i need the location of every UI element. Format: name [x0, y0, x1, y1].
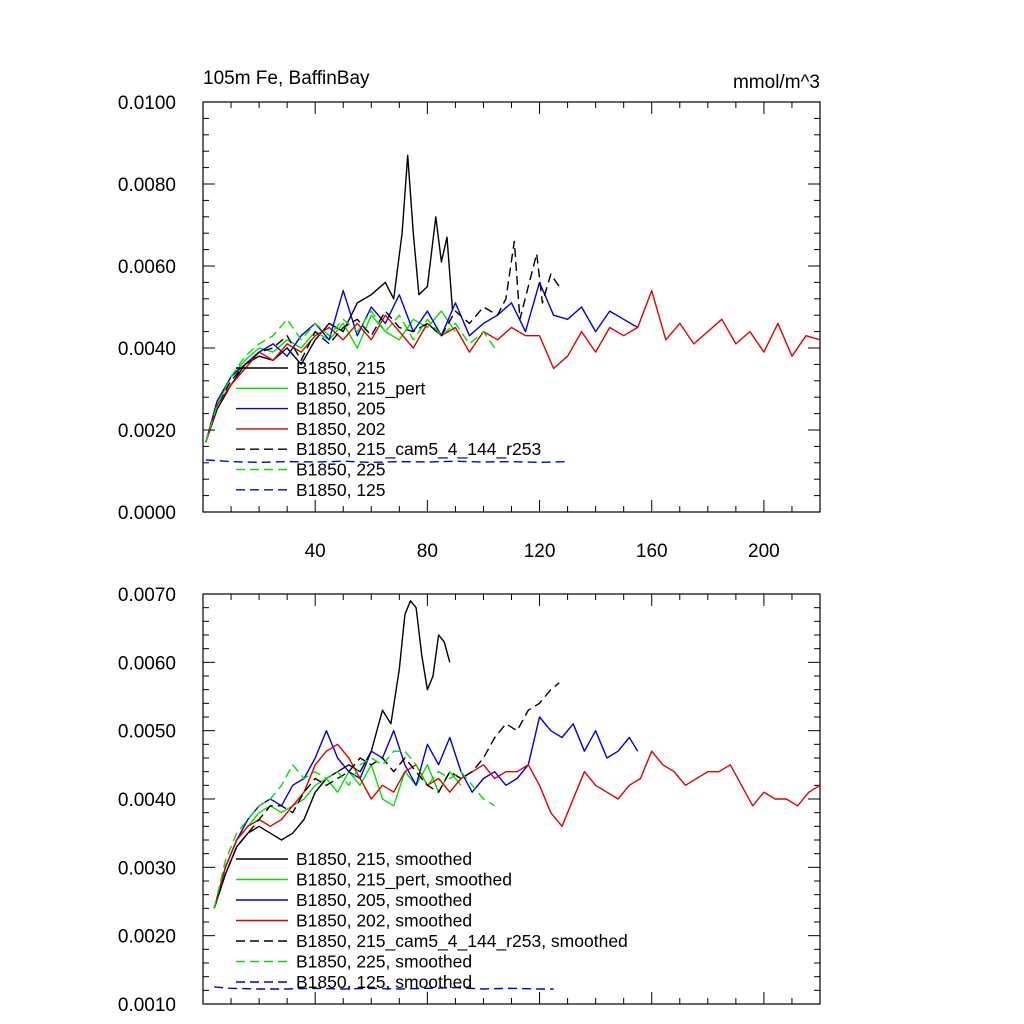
- series-line-3: [205, 281, 639, 443]
- legend-label: B1850, 225: [296, 460, 386, 480]
- series-line-6: [205, 310, 499, 443]
- series-line-3: [213, 716, 639, 909]
- y-tick-label: 0.0020: [118, 421, 176, 442]
- y-tick-label: 0.0070: [118, 585, 176, 606]
- legend-label: B1850, 202, smoothed: [296, 911, 472, 931]
- chart-units: mmol/m^3: [733, 72, 820, 93]
- chart-panel-2: 0.0010 0.0020 0.0030 0.0040 0.0050 0.0060 0.00…: [118, 585, 821, 1016]
- y-tick-label: 0.0020: [118, 927, 176, 948]
- series-line-7: [205, 459, 568, 464]
- series-line-2: [213, 764, 462, 909]
- legend-label: B1850, 205, smoothed: [296, 890, 472, 910]
- y-tick-label: 0.0060: [118, 653, 176, 674]
- chart-title: 105m Fe, BaffinBay: [203, 68, 370, 89]
- x-tick-label: 40: [305, 541, 326, 562]
- legend-label: B1850, 225, smoothed: [296, 952, 472, 972]
- series-line-7: [214, 986, 554, 990]
- legend-label: B1850, 125: [296, 480, 386, 500]
- x-tick-label: 80: [417, 541, 438, 562]
- y-tick-label: 0.0060: [118, 257, 176, 278]
- y-tick-label: 0.0040: [118, 790, 176, 811]
- series-line-6: [213, 750, 496, 909]
- y-tick-label: 0.0010: [118, 995, 176, 1016]
- chart-panel-1: 40 80 120 160 200 0.0000 0.0020 0.0040 0.0060 0.0…: [118, 68, 821, 562]
- series-line-1: [213, 600, 451, 909]
- x-tick-label: 200: [748, 541, 780, 562]
- legend-label: B1850, 125, smoothed: [296, 972, 472, 992]
- y-tick-label: 0.0050: [118, 722, 176, 743]
- series-line-4: [205, 289, 821, 443]
- legend-label: B1850, 215_pert: [296, 378, 426, 399]
- series-line-5: [205, 240, 560, 443]
- series-line-4: [213, 743, 821, 909]
- legend-label: B1850, 215, smoothed: [296, 849, 472, 869]
- legend-label: B1850, 215_cam5_4_144_r253: [296, 439, 541, 460]
- y-tick-label: 0.0030: [118, 858, 176, 879]
- legend-label: B1850, 215_pert, smoothed: [296, 870, 512, 891]
- x-tick-label: 160: [636, 541, 668, 562]
- legend-label: B1850, 205: [296, 399, 386, 419]
- legend-label: B1850, 215_cam5_4_144_r253, smoothed: [296, 931, 628, 952]
- y-tick-label: 0.0100: [118, 93, 176, 114]
- y-tick-label: 0.0040: [118, 339, 176, 360]
- legend-label: B1850, 215: [296, 358, 386, 378]
- series-line-1: [205, 154, 454, 443]
- legend-label: B1850, 202: [296, 419, 386, 439]
- x-tick-label: 120: [524, 541, 556, 562]
- series-line-5: [213, 682, 560, 909]
- y-tick-label: 0.0000: [118, 503, 176, 524]
- y-tick-label: 0.0080: [118, 175, 176, 196]
